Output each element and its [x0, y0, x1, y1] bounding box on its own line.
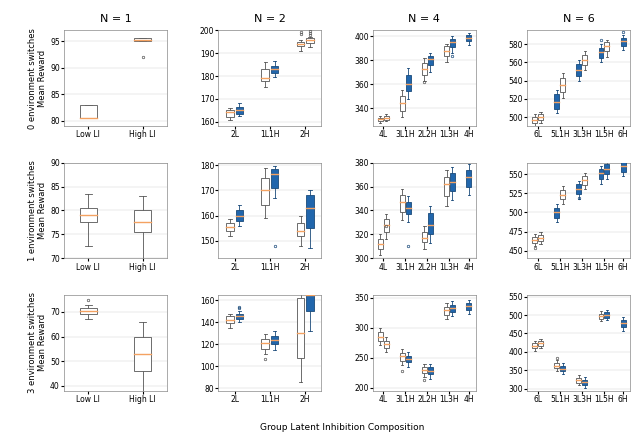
FancyBboxPatch shape	[378, 239, 383, 249]
Title: N = 2: N = 2	[254, 14, 286, 24]
FancyBboxPatch shape	[80, 308, 97, 315]
FancyBboxPatch shape	[134, 336, 151, 371]
FancyBboxPatch shape	[236, 210, 243, 220]
FancyBboxPatch shape	[604, 42, 609, 51]
FancyBboxPatch shape	[582, 380, 587, 385]
FancyBboxPatch shape	[383, 219, 388, 232]
FancyBboxPatch shape	[80, 208, 97, 223]
FancyBboxPatch shape	[444, 307, 449, 315]
FancyBboxPatch shape	[262, 69, 269, 81]
FancyBboxPatch shape	[227, 316, 234, 323]
Title: N = 6: N = 6	[563, 14, 595, 24]
FancyBboxPatch shape	[560, 366, 565, 372]
FancyBboxPatch shape	[306, 38, 314, 43]
Y-axis label: 0 environment switches
Mean Reward: 0 environment switches Mean Reward	[28, 28, 47, 129]
FancyBboxPatch shape	[271, 66, 278, 72]
FancyBboxPatch shape	[262, 178, 269, 205]
FancyBboxPatch shape	[406, 202, 411, 214]
Text: Group Latent Inhibition Composition: Group Latent Inhibition Composition	[260, 423, 424, 432]
FancyBboxPatch shape	[604, 312, 609, 318]
FancyBboxPatch shape	[598, 48, 604, 58]
FancyBboxPatch shape	[383, 341, 388, 348]
FancyBboxPatch shape	[400, 195, 404, 212]
FancyBboxPatch shape	[538, 235, 543, 241]
FancyBboxPatch shape	[450, 173, 455, 191]
FancyBboxPatch shape	[227, 223, 234, 230]
FancyBboxPatch shape	[134, 38, 151, 41]
FancyBboxPatch shape	[466, 302, 471, 310]
FancyBboxPatch shape	[306, 195, 314, 228]
FancyBboxPatch shape	[296, 42, 305, 46]
FancyBboxPatch shape	[532, 117, 537, 122]
FancyBboxPatch shape	[378, 118, 383, 122]
FancyBboxPatch shape	[554, 94, 559, 109]
FancyBboxPatch shape	[80, 105, 97, 118]
FancyBboxPatch shape	[428, 213, 433, 234]
FancyBboxPatch shape	[466, 35, 471, 41]
FancyBboxPatch shape	[271, 335, 278, 344]
FancyBboxPatch shape	[422, 63, 427, 75]
FancyBboxPatch shape	[422, 367, 427, 373]
FancyBboxPatch shape	[577, 378, 581, 383]
FancyBboxPatch shape	[406, 356, 411, 362]
FancyBboxPatch shape	[621, 320, 625, 327]
FancyBboxPatch shape	[560, 78, 565, 92]
FancyBboxPatch shape	[406, 75, 411, 92]
FancyBboxPatch shape	[378, 332, 383, 341]
FancyBboxPatch shape	[554, 363, 559, 368]
FancyBboxPatch shape	[532, 237, 537, 243]
Y-axis label: 3 environment switches
Mean Reward: 3 environment switches Mean Reward	[28, 292, 47, 393]
FancyBboxPatch shape	[554, 208, 559, 218]
FancyBboxPatch shape	[383, 116, 388, 120]
FancyBboxPatch shape	[400, 96, 404, 111]
FancyBboxPatch shape	[428, 367, 433, 375]
FancyBboxPatch shape	[604, 164, 609, 174]
Y-axis label: 1 environment switches
Mean Reward: 1 environment switches Mean Reward	[28, 160, 47, 261]
Title: N = 4: N = 4	[408, 14, 440, 24]
FancyBboxPatch shape	[422, 232, 427, 242]
FancyBboxPatch shape	[306, 286, 314, 311]
Title: N = 1: N = 1	[100, 14, 131, 24]
FancyBboxPatch shape	[450, 39, 455, 47]
FancyBboxPatch shape	[621, 162, 625, 172]
FancyBboxPatch shape	[538, 114, 543, 120]
FancyBboxPatch shape	[134, 210, 151, 232]
FancyBboxPatch shape	[577, 64, 581, 76]
FancyBboxPatch shape	[400, 353, 404, 361]
FancyBboxPatch shape	[227, 110, 234, 117]
FancyBboxPatch shape	[296, 223, 305, 236]
FancyBboxPatch shape	[450, 305, 455, 312]
FancyBboxPatch shape	[582, 176, 587, 185]
FancyBboxPatch shape	[296, 298, 305, 358]
FancyBboxPatch shape	[538, 341, 543, 345]
FancyBboxPatch shape	[532, 343, 537, 348]
FancyBboxPatch shape	[271, 169, 278, 188]
FancyBboxPatch shape	[444, 177, 449, 196]
FancyBboxPatch shape	[582, 55, 587, 65]
FancyBboxPatch shape	[466, 170, 471, 187]
FancyBboxPatch shape	[577, 184, 581, 194]
FancyBboxPatch shape	[598, 314, 604, 319]
FancyBboxPatch shape	[444, 46, 449, 56]
FancyBboxPatch shape	[560, 190, 565, 199]
FancyBboxPatch shape	[236, 313, 243, 319]
FancyBboxPatch shape	[621, 38, 625, 46]
FancyBboxPatch shape	[598, 170, 604, 179]
FancyBboxPatch shape	[428, 56, 433, 65]
FancyBboxPatch shape	[236, 107, 243, 114]
FancyBboxPatch shape	[262, 339, 269, 349]
